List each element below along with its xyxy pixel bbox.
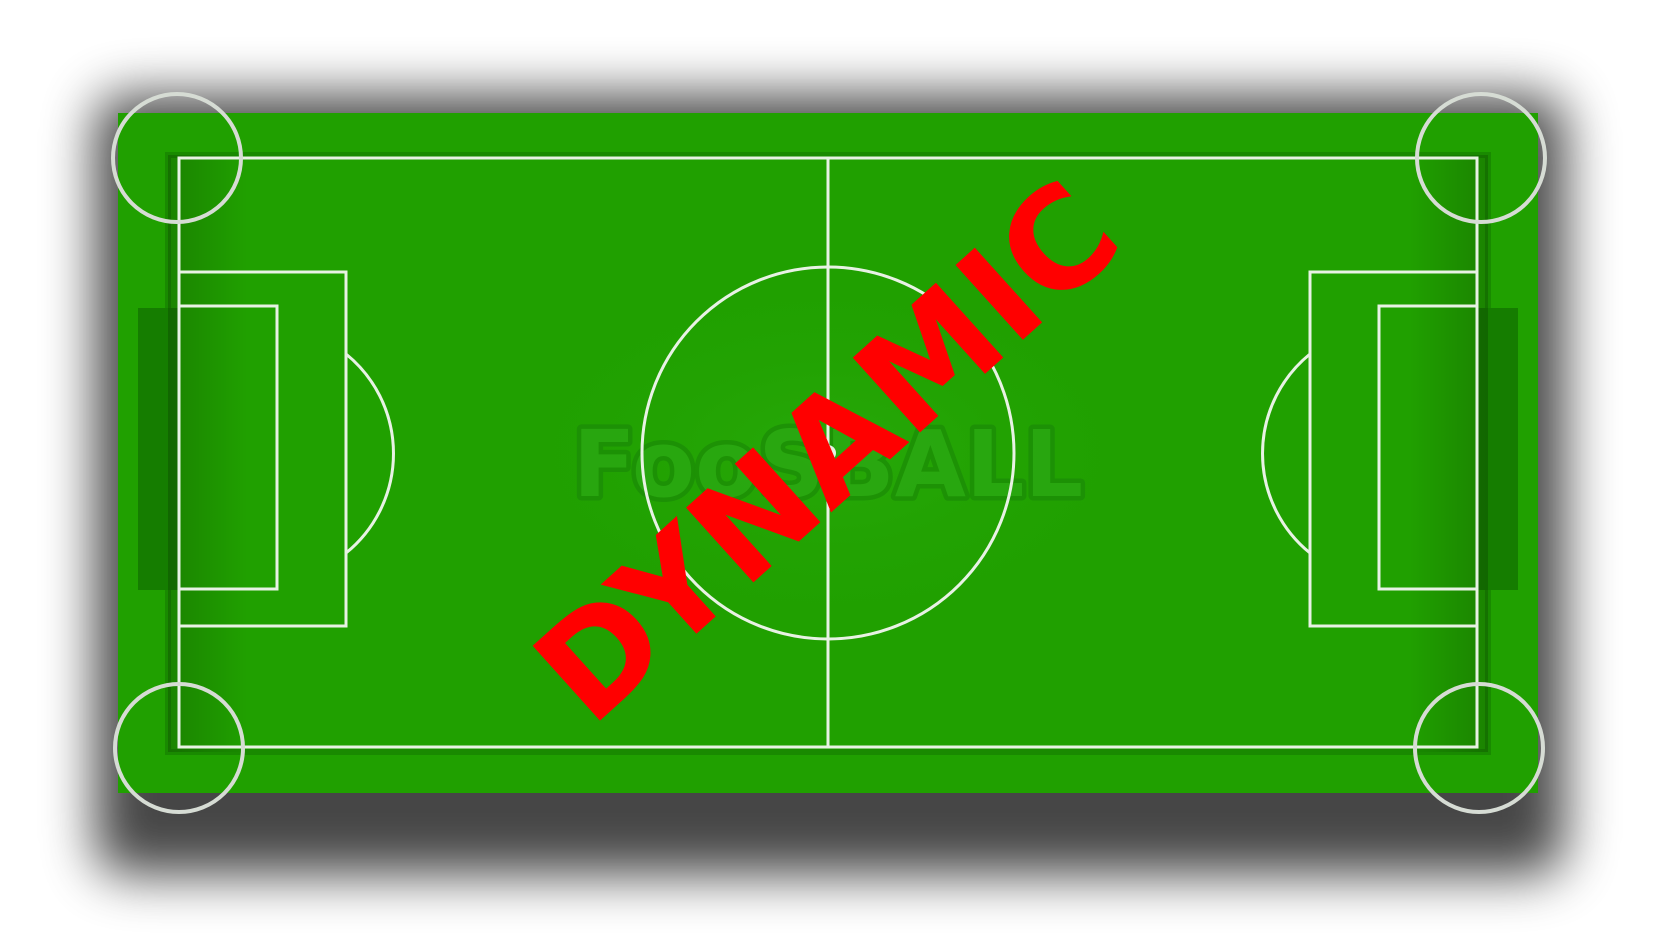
right-goal-area xyxy=(1377,304,1479,591)
corner-markers xyxy=(111,92,1547,814)
corner-ring-icon[interactable] xyxy=(111,92,243,224)
center-circle xyxy=(640,265,1016,641)
left-goal-area xyxy=(177,304,279,591)
right-penalty-arc xyxy=(1261,352,1311,555)
corner-ring-icon[interactable] xyxy=(1415,92,1547,224)
corner-ring-icon[interactable] xyxy=(1413,682,1545,814)
center-spot-icon xyxy=(820,445,836,461)
left-penalty-arc xyxy=(345,352,395,555)
corner-ring-icon[interactable] xyxy=(113,682,245,814)
